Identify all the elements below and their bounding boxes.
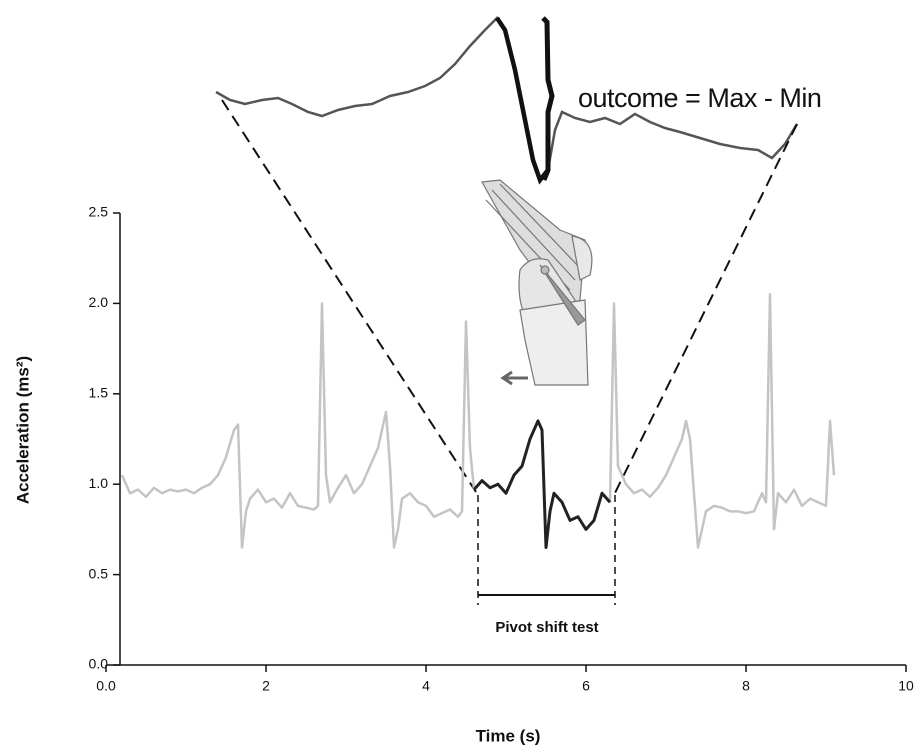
range-brace — [541, 16, 555, 181]
y-tick-label: 0.0 — [89, 656, 109, 672]
y-tick-label: 1.0 — [89, 475, 109, 491]
x-axis-label: Time (s) — [476, 726, 541, 745]
x-tick-label: 4 — [422, 678, 430, 694]
x-tick-label: 2 — [262, 678, 270, 694]
annotation: Pivot shift test — [495, 619, 598, 636]
data-line — [472, 419, 612, 549]
y-tick-label: 2.0 — [89, 294, 109, 310]
inset-highlight — [495, 16, 550, 185]
x-tick-label: 0.0 — [96, 678, 116, 694]
annotation: outcome = Max - Min — [578, 83, 821, 113]
x-tick-label: 8 — [742, 678, 750, 694]
connector — [221, 99, 477, 493]
x-tick-label: 6 — [582, 678, 590, 694]
knee-illustration — [481, 179, 593, 386]
connector — [613, 123, 798, 496]
data-line — [120, 302, 476, 549]
data-line — [608, 293, 836, 549]
y-tick-label: 2.5 — [89, 204, 109, 220]
x-tick-label: 10 — [898, 678, 914, 694]
y-tick-label: 1.5 — [89, 385, 109, 401]
y-axis-label: Acceleration (ms²) — [13, 356, 32, 504]
y-tick-label: 0.5 — [89, 565, 109, 581]
